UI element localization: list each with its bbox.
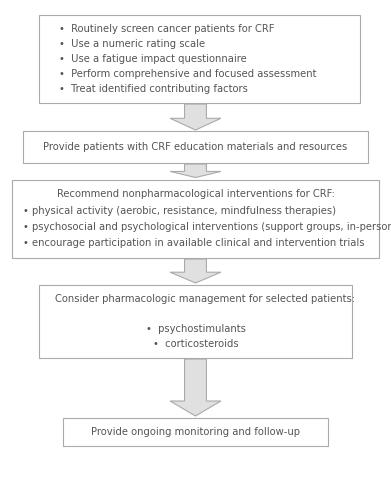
Bar: [63, 418, 328, 446]
Bar: [39, 285, 352, 358]
Bar: [12, 180, 379, 258]
Bar: [39, 15, 360, 102]
Text: Provide patients with CRF education materials and resources: Provide patients with CRF education mate…: [43, 142, 348, 152]
Text: •  Perform comprehensive and focused assessment: • Perform comprehensive and focused asse…: [59, 69, 316, 79]
Text: •  corticosteroids: • corticosteroids: [153, 339, 238, 349]
Text: Recommend nonpharmacological interventions for CRF:: Recommend nonpharmacological interventio…: [57, 189, 334, 199]
Text: Provide ongoing monitoring and follow-up: Provide ongoing monitoring and follow-up: [91, 427, 300, 437]
Text: Consider pharmacologic management for selected patients:: Consider pharmacologic management for se…: [55, 294, 355, 304]
Text: • physical activity (aerobic, resistance, mindfulness therapies): • physical activity (aerobic, resistance…: [23, 206, 337, 216]
Text: •  Use a fatigue impact questionnaire: • Use a fatigue impact questionnaire: [59, 54, 246, 64]
Polygon shape: [170, 164, 221, 177]
Text: •  psychostimulants: • psychostimulants: [145, 324, 246, 334]
Text: •  Routinely screen cancer patients for CRF: • Routinely screen cancer patients for C…: [59, 24, 274, 34]
Text: •  Treat identified contributing factors: • Treat identified contributing factors: [59, 84, 248, 94]
Text: •  Use a numeric rating scale: • Use a numeric rating scale: [59, 38, 205, 48]
Polygon shape: [170, 359, 221, 416]
Polygon shape: [170, 259, 221, 283]
Polygon shape: [170, 104, 221, 130]
Text: • psychosocial and psychological interventions (support groups, in-person, onlin: • psychosocial and psychological interve…: [23, 222, 391, 232]
Bar: [23, 132, 368, 162]
Text: • encourage participation in available clinical and intervention trials: • encourage participation in available c…: [23, 238, 365, 248]
